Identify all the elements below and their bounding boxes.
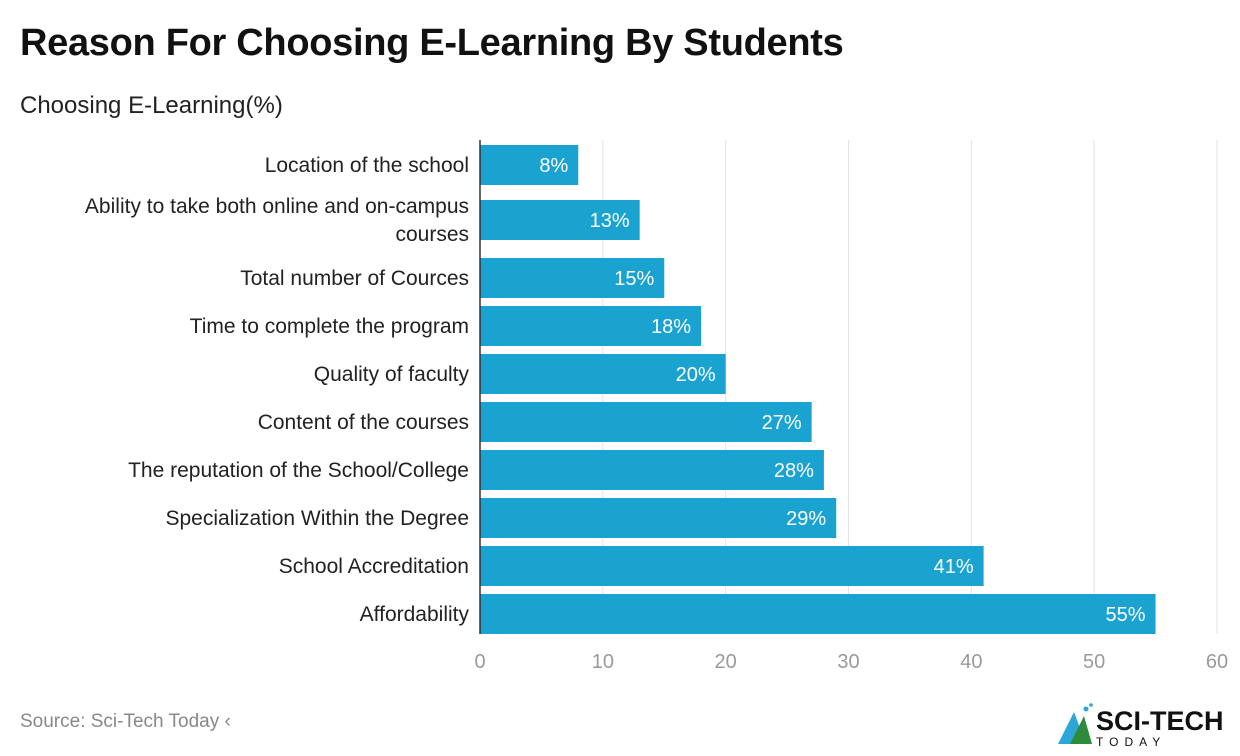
category-label: Quality of faculty [314,363,470,386]
category-label: courses [395,223,469,246]
category-label: Time to complete the program [190,315,469,338]
data-label: 13% [590,210,630,232]
data-label: 55% [1106,604,1146,626]
category-label: Specialization Within the Degree [166,507,470,530]
bar [480,354,726,394]
data-label: 27% [762,412,802,434]
source-note: Source: Sci-Tech Today ‹ [20,711,231,732]
x-tick-label: 50 [1083,651,1105,673]
chart-subtitle: Choosing E-Learning(%) [20,92,283,119]
category-label: Total number of Cources [240,267,469,290]
x-tick-label: 20 [715,651,737,673]
data-label: 8% [539,155,568,177]
category-label: Location of the school [265,154,469,177]
x-tick-label: 60 [1206,651,1228,673]
x-tick-label: 0 [474,651,485,673]
x-tick-label: 10 [592,651,614,673]
x-tick-label: 30 [837,651,859,673]
bar [480,498,837,538]
bar [480,546,984,586]
bar [480,200,640,240]
x-tick-label: 40 [960,651,982,673]
data-label: 20% [676,364,716,386]
category-label: Ability to take both online and on-campu… [85,195,469,218]
svg-text:TODAY: TODAY [1096,735,1166,749]
category-label: School Accreditation [279,555,469,578]
data-label: 18% [651,316,691,338]
bar [480,145,579,185]
category-label: Affordability [360,603,470,626]
bar [480,402,812,442]
bar [480,258,665,298]
category-label: Content of the courses [258,411,469,434]
svg-text:SCI-TECH: SCI-TECH [1096,706,1224,736]
bar [480,594,1156,634]
sci-tech-today-logo: SCI-TECH TODAY [1058,703,1224,749]
bar-chart: 0 10 20 30 40 50 60 8% Location of the school 13%… [85,140,1228,673]
bar [480,306,702,346]
data-label: 41% [934,556,974,578]
bar [480,450,824,490]
category-label: The reputation of the School/College [128,459,469,482]
data-label: 15% [614,268,654,290]
data-label: 29% [786,508,826,530]
chart-title: Reason For Choosing E-Learning By Studen… [20,22,844,64]
data-label: 28% [774,460,814,482]
